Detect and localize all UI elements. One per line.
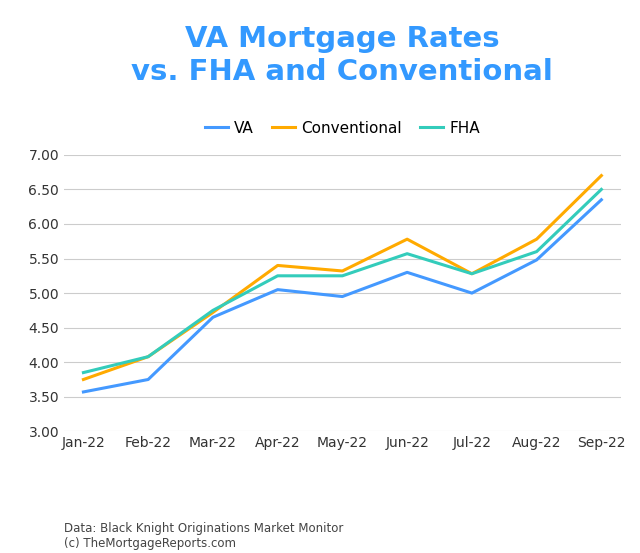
VA <box>598 196 605 203</box>
VA <box>532 257 540 263</box>
Legend: VA, Conventional, FHA: VA, Conventional, FHA <box>199 114 486 142</box>
FHA <box>209 307 217 314</box>
Text: VA Mortgage Rates
vs. FHA and Conventional: VA Mortgage Rates vs. FHA and Convention… <box>131 25 554 86</box>
VA <box>403 269 411 276</box>
FHA <box>274 273 282 279</box>
FHA <box>145 353 152 360</box>
Conventional <box>598 173 605 179</box>
FHA <box>598 186 605 193</box>
Conventional <box>403 236 411 242</box>
FHA <box>339 273 346 279</box>
FHA <box>532 248 540 255</box>
Line: FHA: FHA <box>83 189 602 373</box>
VA <box>209 314 217 321</box>
Line: VA: VA <box>83 200 602 392</box>
VA <box>145 376 152 383</box>
VA <box>274 286 282 293</box>
VA <box>79 389 87 395</box>
Conventional <box>468 270 476 277</box>
Conventional <box>145 353 152 360</box>
FHA <box>468 270 476 277</box>
FHA <box>79 369 87 376</box>
Conventional <box>274 262 282 269</box>
Conventional <box>209 309 217 316</box>
Conventional <box>339 268 346 274</box>
FHA <box>403 251 411 257</box>
Text: Data: Black Knight Originations Market Monitor
(c) TheMortgageReports.com: Data: Black Knight Originations Market M… <box>64 522 344 550</box>
Line: Conventional: Conventional <box>83 176 602 379</box>
VA <box>468 290 476 296</box>
Conventional <box>532 236 540 242</box>
VA <box>339 293 346 300</box>
Conventional <box>79 376 87 383</box>
